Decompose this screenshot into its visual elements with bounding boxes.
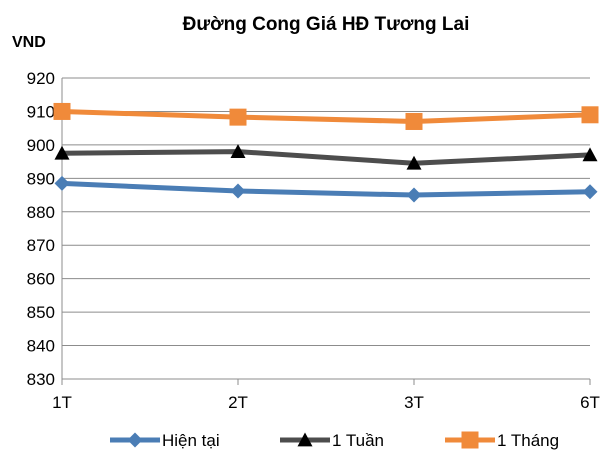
series-line: [61, 180, 591, 198]
y-tick-label: 880: [27, 203, 55, 222]
series-1: [54, 175, 598, 203]
y-tick-label: 900: [27, 136, 55, 155]
legend-label: 1 Tuần: [332, 431, 384, 450]
series-3: [53, 102, 599, 130]
gridlines: [62, 77, 590, 380]
data-point: [229, 108, 247, 126]
data-point: [54, 145, 70, 160]
chart-title: Đường Cong Giá HĐ Tương Lai: [183, 14, 470, 35]
y-tick-label: 910: [27, 102, 55, 121]
axes: [61, 78, 591, 385]
y-tick-label: 890: [27, 169, 55, 188]
legend-item: Hiện tại: [110, 431, 220, 450]
legend-marker: [127, 432, 143, 448]
series-2: [54, 144, 598, 170]
series-line: [61, 149, 591, 166]
data-point: [582, 147, 598, 162]
y-tick-label: 920: [27, 69, 55, 88]
data-point: [230, 183, 246, 199]
data-point: [405, 112, 423, 130]
x-tick-label: 6T: [580, 393, 600, 412]
y-tick-labels: 830 840 850 860 870 880 890 900 910 920: [27, 69, 55, 389]
legend: Hiện tại 1 Tuần 1 Tháng: [110, 431, 559, 450]
y-tick-label: 840: [27, 337, 55, 356]
data-point: [582, 184, 598, 200]
series-lines: [53, 102, 599, 203]
data-point: [406, 187, 422, 203]
data-point: [53, 102, 71, 120]
series-line: [61, 108, 591, 124]
x-tick-label: 2T: [228, 393, 248, 412]
y-tick-label: 850: [27, 303, 55, 322]
y-axis-label: VND: [12, 34, 46, 51]
data-point: [406, 155, 422, 170]
x-tick-label: 1T: [52, 393, 72, 412]
legend-marker: [461, 431, 479, 449]
data-point: [230, 144, 246, 158]
data-point: [54, 175, 70, 191]
legend-item: 1 Tháng: [445, 431, 559, 450]
x-tick-label: 3T: [404, 393, 424, 412]
legend-marker: [297, 432, 313, 447]
legend-label: 1 Tháng: [497, 431, 559, 450]
x-tick-labels: 1T 2T 3T 6T: [52, 393, 600, 412]
y-tick-label: 860: [27, 270, 55, 289]
legend-label: Hiện tại: [162, 431, 220, 450]
data-point: [581, 106, 599, 124]
y-tick-label: 830: [27, 370, 55, 389]
y-tick-label: 870: [27, 236, 55, 255]
legend-item: 1 Tuần: [280, 431, 384, 450]
